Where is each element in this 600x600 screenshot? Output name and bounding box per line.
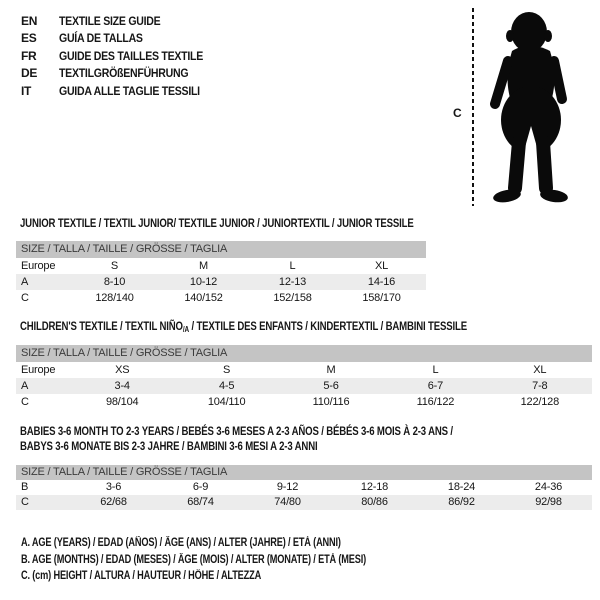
language-code: DE [21,66,38,81]
title-line-1: BABIES 3-6 MONTH TO 2-3 YEARS / BEBÉS 3-… [20,424,453,438]
table-cell: L [289,260,296,272]
table-cell: 98/104 [105,396,139,408]
table-cell: 10-12 [189,276,218,288]
language-row: IT GUIDA ALLE TAGLIE TESSILI [21,82,223,100]
table-row: Europe XS S M L XL [16,362,592,378]
table-cell: L [432,364,439,376]
row-label: C [21,396,29,408]
language-label: GUIDE DES TAILLES TEXTILE [59,48,203,63]
table-cell: 74/80 [274,496,301,508]
language-row: FR GUIDE DES TAILLES TEXTILE [21,47,223,65]
language-title-block: EN TEXTILE SIZE GUIDE ES GUÍA DE TALLAS … [21,12,223,100]
table-cell: 12-13 [278,276,307,288]
table-row: C 98/104 104/110 110/116 116/122 122/128 [16,394,592,410]
table-cell: 86/92 [448,496,475,508]
table-cell: 5-6 [323,380,339,392]
table-row: B 3-6 6-9 9-12 12-18 18-24 24-36 [16,480,592,495]
table-cell: S [223,364,231,376]
table-cell: 18-24 [447,481,476,493]
table-cell: 7-8 [532,380,548,392]
table-cell: 62/68 [100,496,127,508]
table-cell: 128/140 [95,292,134,304]
language-code: ES [21,31,37,46]
table-cell: M [199,260,208,272]
baby-silhouette-icon [490,12,568,203]
footnote-a: A. AGE (YEARS) / EDAD (AÑOS) / ÂGE (ANS)… [21,537,341,549]
row-label: Europe [21,260,56,272]
table-row: A 3-4 4-5 5-6 6-7 7-8 [16,378,592,394]
table-row: Europe S M L XL [16,258,426,274]
table-cell: 80/86 [361,496,388,508]
language-code: EN [21,13,38,28]
table-cell: 68/74 [187,496,214,508]
junior-size-table: SIZE / TALLA / TAILLE / GRÖSSE / TAGLIA … [16,241,426,306]
table-cell: 6-9 [192,481,209,493]
table-cell: 92/98 [535,496,562,508]
table-row: C 128/140 140/152 152/158 158/170 [16,290,426,306]
table-header: SIZE / TALLA / TAILLE / GRÖSSE / TAGLIA [16,345,592,362]
section-title-junior: JUNIOR TEXTILE / TEXTIL JUNIOR/ TEXTILE … [20,216,414,230]
footnote-b: B. AGE (MONTHS) / EDAD (MESES) / ÂGE (MO… [21,553,367,566]
row-label: A [21,276,29,288]
table-cell: 110/116 [312,396,350,408]
row-label: Europe [21,364,56,376]
section-title-babies: BABIES 3-6 MONTH TO 2-3 YEARS / BEBÉS 3-… [20,424,453,454]
table-cell: 104/110 [207,396,246,408]
table-row: A 8-10 10-12 12-13 14-16 [16,274,426,290]
table-cell: 4-5 [218,380,235,392]
table-cell: 14-16 [367,276,396,288]
table-cell: S [110,260,119,272]
row-label: C [21,496,29,508]
table-header: SIZE / TALLA / TAILLE / GRÖSSE / TAGLIA [16,465,592,480]
table-cell: 152/158 [273,292,312,304]
height-measure-label: C [453,106,462,120]
table-cell: 24-36 [534,481,563,493]
height-measure-dashed-line [472,8,474,206]
table-cell: M [326,364,336,376]
language-code: FR [21,48,37,63]
table-cell: 9-12 [276,481,299,493]
row-label: A [21,380,29,392]
title-subscript: /A [182,325,189,334]
table-cell: 122/128 [520,396,560,408]
language-code: IT [21,83,32,98]
children-size-table: SIZE / TALLA / TAILLE / GRÖSSE / TAGLIA … [16,345,592,410]
table-cell: 116/122 [416,396,455,408]
title-line-2: BABYS 3-6 MONATE BIS 2-3 JAHRE / BAMBINI… [20,439,318,453]
table-row: C 62/68 68/74 74/80 80/86 86/92 92/98 [16,495,592,510]
table-cell: 6-7 [427,380,444,392]
language-label: TEXTILE SIZE GUIDE [59,13,161,28]
table-header: SIZE / TALLA / TAILLE / GRÖSSE / TAGLIA [16,241,426,258]
language-label: GUÍA DE TALLAS [59,31,143,46]
height-figure: C [452,6,597,210]
row-label: B [21,481,29,493]
language-row: EN TEXTILE SIZE GUIDE [21,12,223,30]
babies-size-table: SIZE / TALLA / TAILLE / GRÖSSE / TAGLIA … [16,465,592,510]
table-cell: XL [374,260,389,272]
footnote-c: C. (cm) HEIGHT / ALTURA / HAUTEUR / HÖHE… [21,570,262,582]
table-cell: XL [533,364,547,376]
row-label: C [21,292,29,304]
language-row: ES GUÍA DE TALLAS [21,30,223,48]
table-cell: 3-6 [105,481,122,493]
footnotes: A. AGE (YEARS) / EDAD (AÑOS) / ÂGE (ANS)… [21,535,452,585]
table-cell: XS [115,364,130,376]
language-row: DE TEXTILGRÖßENFÜHRUNG [21,65,223,83]
language-label: TEXTILGRÖßENFÜHRUNG [59,66,189,81]
table-cell: 158/170 [362,292,401,304]
table-cell: 12-18 [360,481,389,493]
language-label: GUIDA ALLE TAGLIE TESSILI [59,83,200,98]
table-cell: 3-4 [114,380,131,392]
section-title-children: CHILDREN'S TEXTILE / TEXTIL NIÑO/A / TEX… [20,319,467,337]
table-cell: 140/152 [184,292,223,304]
title-text: / TEXTILE DES ENFANTS / KINDERTEXTIL / B… [188,319,467,333]
table-cell: 8-10 [103,276,126,288]
title-text: CHILDREN'S TEXTILE / TEXTIL NIÑO [20,319,183,333]
